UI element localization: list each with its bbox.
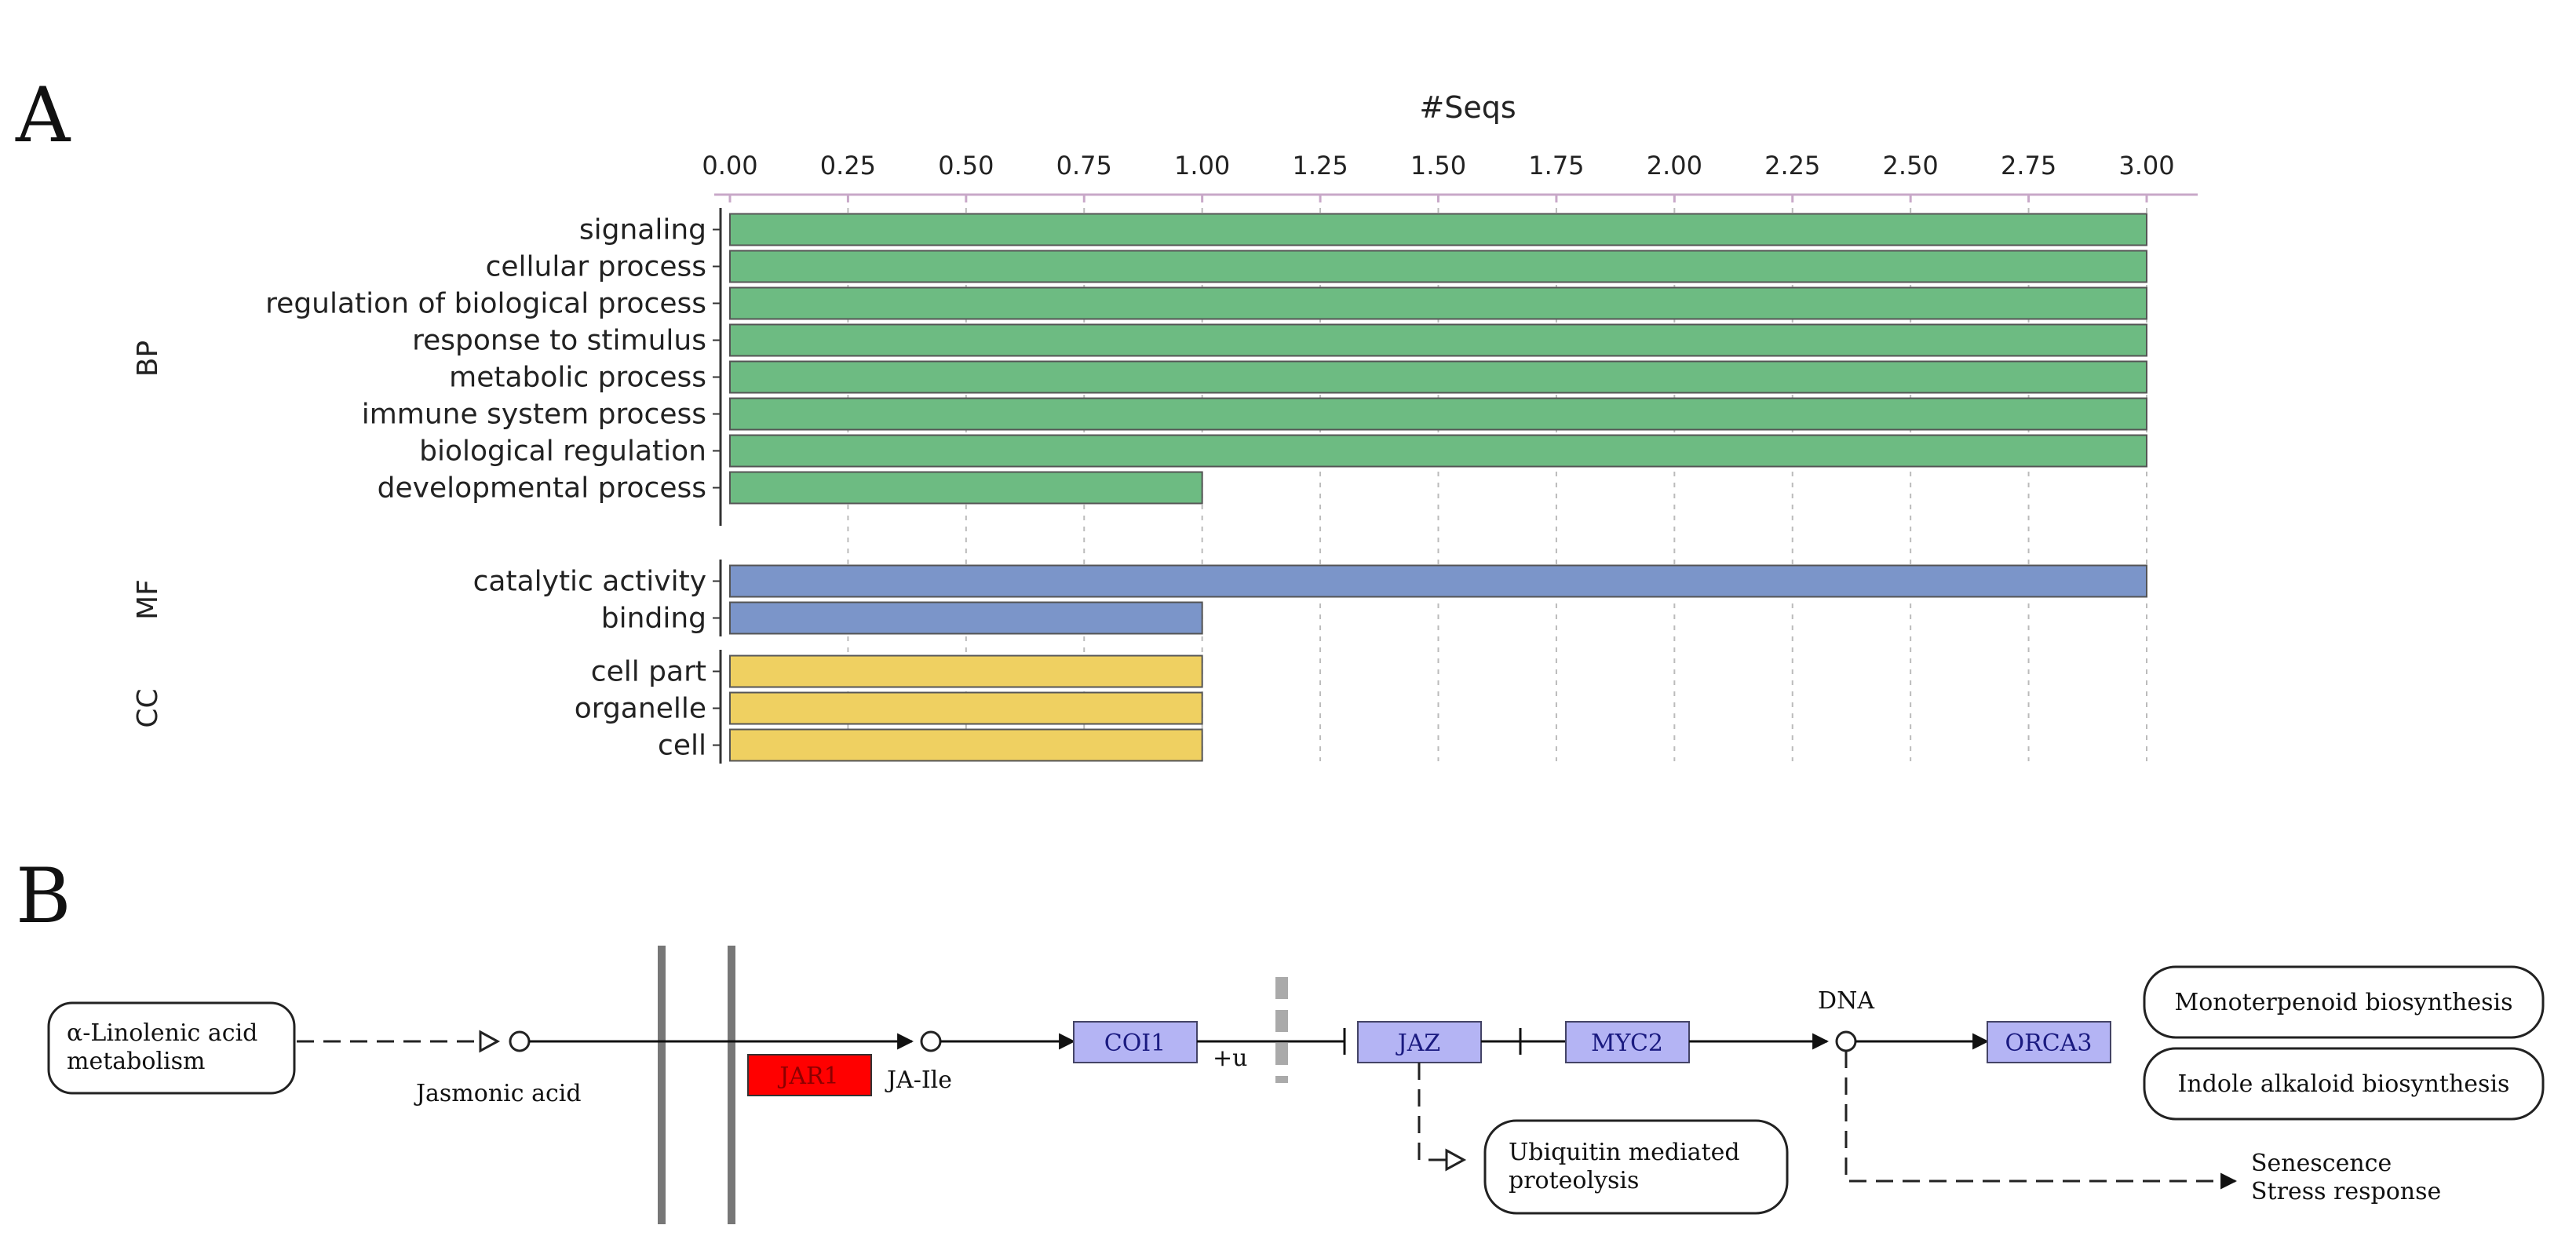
jasmonic-acid-label: Jasmonic acid — [414, 1080, 582, 1107]
bar — [729, 564, 2147, 598]
category-labels: signaling cellular process regulation of b… — [265, 214, 706, 762]
panel-b-label: B — [16, 852, 71, 940]
category-label: developmental process — [378, 472, 706, 505]
x-tick-label: 2.25 — [1764, 151, 1820, 180]
ja-ile-compound[interactable] — [920, 1030, 942, 1052]
x-tick-label: 1.75 — [1528, 151, 1584, 180]
jar1-gene-box[interactable] — [747, 1054, 872, 1096]
jaz-gene-box[interactable] — [1357, 1021, 1482, 1063]
stress-response-label: Stress response — [2251, 1178, 2441, 1205]
x-tick-label: 0.75 — [1056, 151, 1112, 180]
category-label: cell — [658, 730, 706, 762]
orca3-label: ORCA3 — [2005, 1030, 2093, 1057]
category-label: signaling — [579, 214, 706, 246]
x-tick-label: 0.00 — [702, 151, 757, 180]
bar — [729, 397, 2147, 431]
bar — [729, 286, 2147, 320]
bar — [729, 728, 1203, 762]
dna-compound[interactable] — [1835, 1030, 1857, 1052]
jar1-label: JAR1 — [777, 1063, 838, 1090]
open-arrowhead-icon — [1445, 1148, 1467, 1172]
linolenic-label-line1: α-Linolenic acid — [67, 1019, 257, 1047]
dashed-link-dna-senescence — [1844, 1051, 2238, 1190]
bar — [729, 691, 1203, 725]
panel-a-label: A — [15, 71, 71, 159]
bar — [729, 360, 2147, 394]
group-labels: BP MF CC — [132, 341, 164, 728]
bar — [729, 434, 2147, 468]
x-tick-label: 2.75 — [2001, 151, 2056, 180]
membrane-bar-left — [658, 946, 666, 1224]
bar — [729, 250, 2147, 283]
bar — [729, 601, 1203, 635]
ubiquitin-label-line1: Ubiquitin mediated — [1509, 1139, 1740, 1166]
x-tick-label: 0.25 — [820, 151, 876, 180]
ubiquitination-label: +u — [1213, 1045, 1247, 1072]
myc2-gene-box[interactable] — [1565, 1021, 1690, 1063]
indole-label: Indole alkaloid biosynthesis — [2178, 1070, 2510, 1098]
bar — [729, 323, 2147, 357]
x-tick-label: 1.00 — [1174, 151, 1230, 180]
ubiquitin-proteolysis-box[interactable] — [1483, 1119, 1789, 1215]
x-tick-label: 2.00 — [1647, 151, 1702, 180]
x-tick-label: 1.25 — [1292, 151, 1348, 180]
x-tick-label: 0.50 — [938, 151, 994, 180]
ubiquitin-label-line2: proteolysis — [1509, 1167, 1639, 1194]
category-label: biological regulation — [419, 436, 706, 468]
myc2-label: MYC2 — [1591, 1030, 1663, 1057]
senescence-label: Senescence — [2251, 1150, 2392, 1177]
category-label: metabolic process — [449, 362, 706, 394]
category-label: organelle — [575, 693, 706, 725]
category-label: binding — [601, 603, 706, 635]
group-label: MF — [132, 579, 164, 620]
linolenic-metabolism-box[interactable] — [47, 1001, 296, 1095]
go-bar-chart: #Seqs 0.00 0.25 0.50 0.75 1.00 1.25 1.50 1.75 2.… — [132, 90, 2198, 764]
group-label: CC — [132, 688, 164, 727]
category-label: immune system process — [362, 399, 706, 431]
ja-ile-label: JA-Ile — [885, 1066, 952, 1094]
bar — [729, 213, 2147, 246]
x-tick-label: 2.50 — [1883, 151, 1939, 180]
jasmonic-acid-compound[interactable] — [509, 1030, 531, 1052]
open-arrowhead-icon — [479, 1030, 501, 1053]
coi1-label: COI1 — [1104, 1030, 1166, 1057]
dna-label: DNA — [1818, 987, 1874, 1015]
bar — [729, 654, 1203, 688]
dashed-link-jaz-ubiquitin — [1418, 1063, 1447, 1161]
category-label: cell part — [591, 656, 706, 688]
category-label: catalytic activity — [473, 566, 706, 598]
group-label: BP — [132, 341, 164, 377]
x-axis-title: #Seqs — [1419, 90, 1516, 125]
jaz-label: JAZ — [1396, 1030, 1441, 1057]
category-label: cellular process — [486, 251, 706, 283]
category-label: regulation of biological process — [265, 288, 706, 320]
membrane-bar-right — [728, 946, 735, 1224]
orca3-gene-box[interactable] — [1987, 1021, 2111, 1063]
x-tick-label: 3.00 — [2118, 151, 2174, 180]
x-tick-label: 1.50 — [1410, 151, 1466, 180]
linolenic-label-line2: metabolism — [67, 1048, 205, 1075]
monoterpenoid-label: Monoterpenoid biosynthesis — [2174, 989, 2512, 1016]
ja-signaling-pathway: α-Linolenic acid metabolism Jasmonic aci… — [47, 946, 2545, 1224]
coi1-gene-box[interactable] — [1073, 1021, 1198, 1063]
category-label: response to stimulus — [412, 325, 706, 357]
bars — [713, 208, 2147, 764]
monoterpenoid-biosynthesis-box[interactable] — [2143, 965, 2545, 1039]
indole-alkaloid-biosynthesis-box[interactable] — [2143, 1047, 2545, 1121]
x-ticks: 0.00 0.25 0.50 0.75 1.00 1.25 1.50 1.75 2.00 2.25… — [702, 151, 2175, 202]
bar — [729, 471, 1203, 505]
